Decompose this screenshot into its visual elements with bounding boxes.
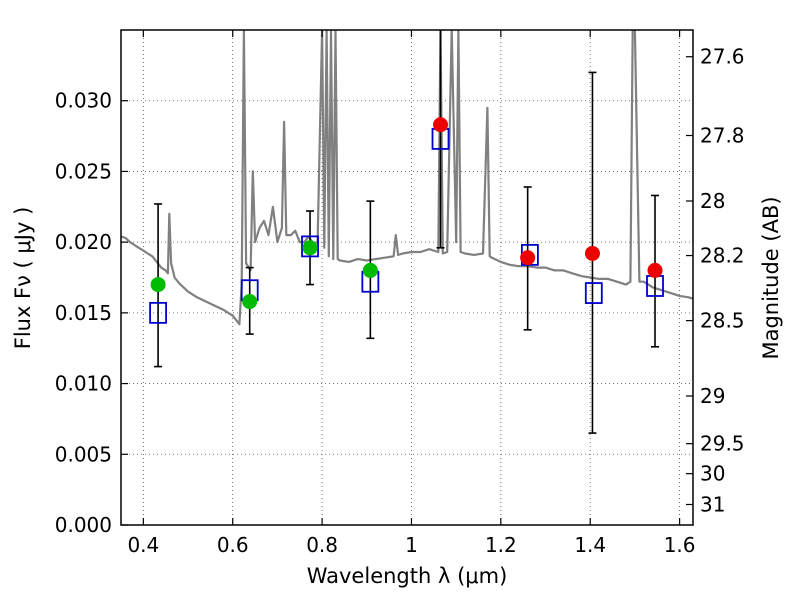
model-square-marker <box>149 301 167 324</box>
green-data-point <box>362 262 378 278</box>
right-tick-label: 28.5 <box>700 309 745 333</box>
x-tick-label: 0.8 <box>306 533 338 557</box>
x-axis-label: Wavelength λ (μm) <box>307 564 508 588</box>
red-data-point <box>433 117 449 133</box>
right-axis-label: Magnitude (AB) <box>759 196 783 359</box>
right-tick-label: 28 <box>700 189 725 213</box>
plot-frame <box>120 29 694 526</box>
model-square-marker <box>584 282 603 304</box>
right-tick-label: 27.6 <box>700 45 745 69</box>
y-axis-label: Flux Fν ( μJy ) <box>11 207 35 350</box>
plot-background <box>121 30 693 525</box>
y-tick-label: 0.005 <box>55 442 112 466</box>
right-tick-label: 29 <box>700 384 725 408</box>
x-tick-label: 1.6 <box>664 533 696 557</box>
y-tick-label: 0.020 <box>55 230 112 254</box>
y-tick-label: 0.030 <box>55 89 112 113</box>
x-tick-label: 1 <box>405 533 418 557</box>
green-data-point <box>242 294 258 310</box>
y-tick-label: 0.000 <box>55 513 112 537</box>
right-tick-label: 29.5 <box>700 432 745 456</box>
x-tick-label: 1.4 <box>574 533 606 557</box>
right-tick-label: 28.2 <box>700 244 745 268</box>
x-tick-label: 0.4 <box>127 533 159 557</box>
red-data-point <box>520 250 536 266</box>
model-square-marker <box>301 235 319 258</box>
right-tick-label: 31 <box>700 492 725 516</box>
y-tick-label: 0.015 <box>55 301 112 325</box>
model-spectrum-line <box>121 30 693 326</box>
right-tick-label: 27.8 <box>700 124 745 148</box>
axes: 0.4 0.6 0.8 1 1.2 1.4 1.6 0.000 0.005 0.010 0.015 0… <box>55 30 745 557</box>
green-data-point <box>302 240 318 256</box>
right-tick-label: 30 <box>700 462 725 486</box>
x-tick-label: 1.2 <box>485 533 517 557</box>
green-data-point <box>150 277 166 293</box>
y-tick-label: 0.010 <box>55 372 112 396</box>
x-tick-label: 0.6 <box>217 533 249 557</box>
y-tick-label: 0.025 <box>55 159 112 183</box>
plot-area <box>121 30 693 434</box>
red-data-point <box>647 262 663 278</box>
red-data-point <box>584 245 600 261</box>
